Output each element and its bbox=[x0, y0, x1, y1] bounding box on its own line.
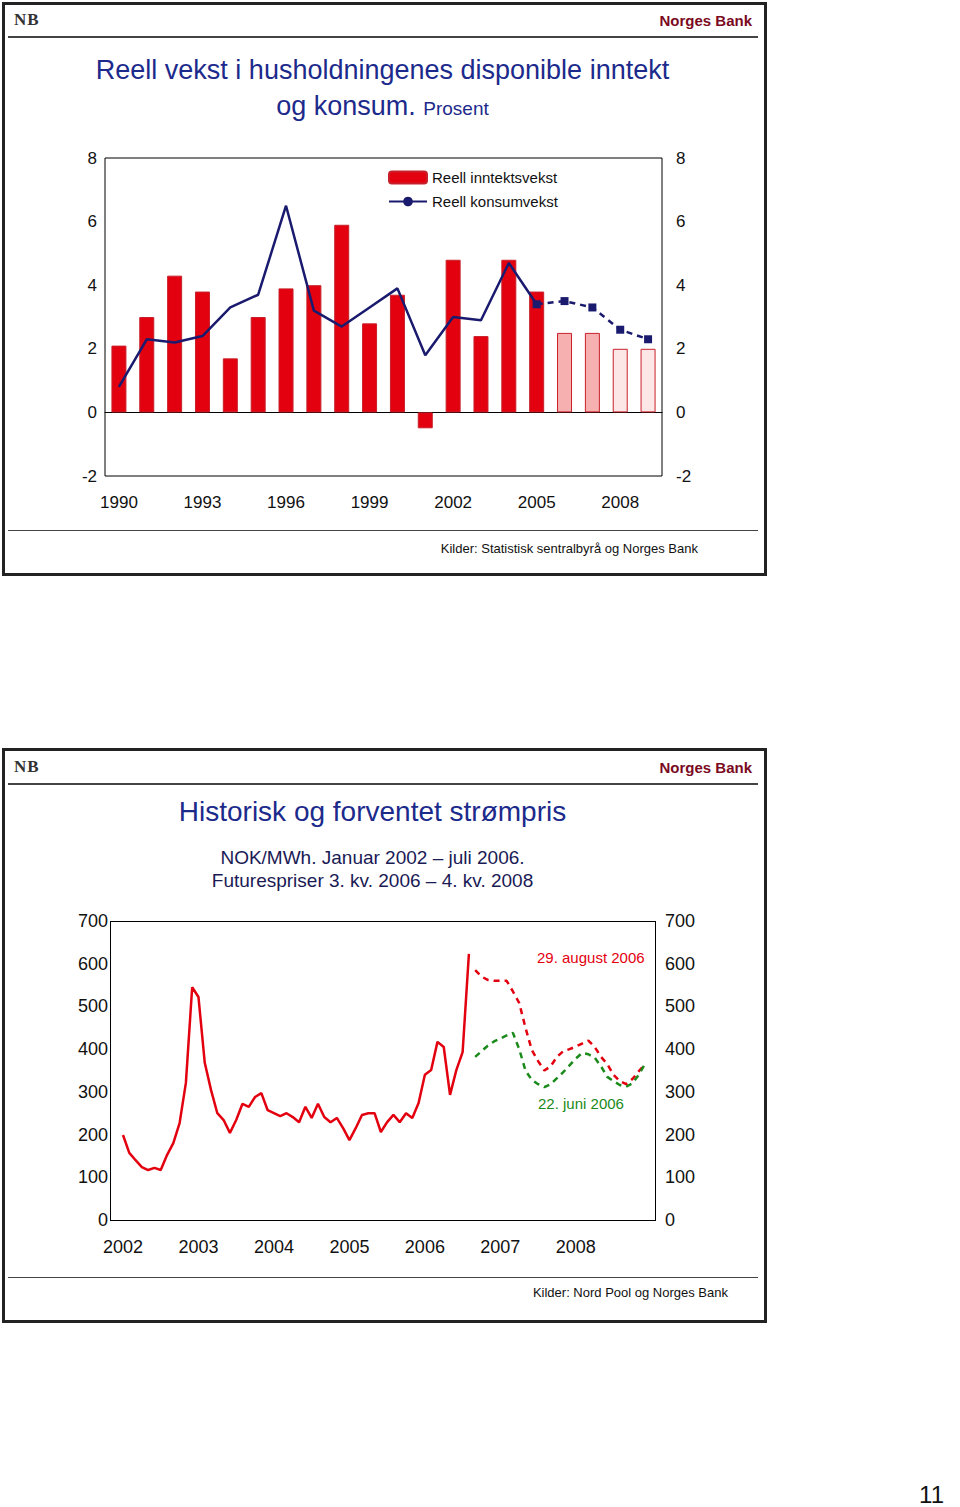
svg-text:2005: 2005 bbox=[518, 493, 556, 512]
svg-text:400: 400 bbox=[78, 1039, 108, 1059]
html-text:11: 11 bbox=[919, 1481, 944, 1507]
svg-text:2007: 2007 bbox=[480, 1237, 520, 1257]
svg-text:2002: 2002 bbox=[434, 493, 472, 512]
html-text:NB: NB bbox=[14, 10, 40, 29]
html-text:Kilder: Statistisk sentralbyrå: Kilder: Statistisk sentralbyrå og Norges… bbox=[440, 541, 698, 556]
svg-text:300: 300 bbox=[78, 1082, 108, 1102]
html-text:Historisk og forventet strømpr: Historisk og forventet strømpris bbox=[178, 796, 567, 827]
svg-text:700: 700 bbox=[665, 911, 695, 931]
html-text:Reell vekst i husholdningenes: Reell vekst i husholdningenes disponible… bbox=[95, 55, 670, 121]
svg-text:300: 300 bbox=[665, 1082, 695, 1102]
html-text:Kilder: Nord Pool og Norges Ba: Kilder: Nord Pool og Norges Bank bbox=[532, 1285, 728, 1300]
svg-text:8: 8 bbox=[88, 149, 97, 168]
svg-text:2: 2 bbox=[676, 339, 685, 358]
svg-text:-2: -2 bbox=[82, 467, 97, 486]
svg-text:6: 6 bbox=[88, 212, 97, 231]
svg-text:6: 6 bbox=[676, 212, 685, 231]
html-text:Norges Bank: Norges Bank bbox=[659, 12, 752, 29]
svg-text:2002: 2002 bbox=[103, 1237, 143, 1257]
svg-text:100: 100 bbox=[665, 1167, 695, 1187]
svg-text:100: 100 bbox=[78, 1167, 108, 1187]
html-text:NB: NB bbox=[14, 757, 40, 776]
svg-text:2006: 2006 bbox=[405, 1237, 445, 1257]
svg-text:2003: 2003 bbox=[178, 1237, 218, 1257]
svg-text:8: 8 bbox=[676, 149, 685, 168]
html-text:Norges Bank: Norges Bank bbox=[659, 759, 752, 776]
svg-text:500: 500 bbox=[665, 996, 695, 1016]
svg-text:0: 0 bbox=[98, 1210, 108, 1230]
svg-text:2: 2 bbox=[88, 339, 97, 358]
svg-text:700: 700 bbox=[78, 911, 108, 931]
svg-text:400: 400 bbox=[665, 1039, 695, 1059]
svg-text:0: 0 bbox=[665, 1210, 675, 1230]
svg-text:200: 200 bbox=[665, 1125, 695, 1145]
svg-text:2008: 2008 bbox=[556, 1237, 596, 1257]
svg-text:Reell konsumvekst: Reell konsumvekst bbox=[432, 193, 559, 210]
svg-text:4: 4 bbox=[676, 276, 685, 295]
svg-text:1990: 1990 bbox=[100, 493, 138, 512]
svg-text:29. august 2006: 29. august 2006 bbox=[537, 949, 645, 966]
svg-text:500: 500 bbox=[78, 996, 108, 1016]
svg-text:600: 600 bbox=[78, 954, 108, 974]
svg-text:200: 200 bbox=[78, 1125, 108, 1145]
svg-text:2005: 2005 bbox=[329, 1237, 369, 1257]
svg-text:-2: -2 bbox=[676, 467, 691, 486]
svg-text:0: 0 bbox=[88, 403, 97, 422]
html-text:NOK/MWh. Januar 2002 – juli 20: NOK/MWh. Januar 2002 – juli 2006. Future… bbox=[211, 847, 534, 891]
svg-text:600: 600 bbox=[665, 954, 695, 974]
svg-text:0: 0 bbox=[676, 403, 685, 422]
svg-text:1996: 1996 bbox=[267, 493, 305, 512]
svg-text:2004: 2004 bbox=[254, 1237, 294, 1257]
svg-text:1999: 1999 bbox=[351, 493, 389, 512]
svg-text:4: 4 bbox=[88, 276, 97, 295]
svg-text:22. juni 2006: 22. juni 2006 bbox=[538, 1095, 624, 1112]
svg-text:Reell inntektsvekst: Reell inntektsvekst bbox=[432, 169, 558, 186]
svg-text:1993: 1993 bbox=[184, 493, 222, 512]
svg-text:2008: 2008 bbox=[601, 493, 639, 512]
